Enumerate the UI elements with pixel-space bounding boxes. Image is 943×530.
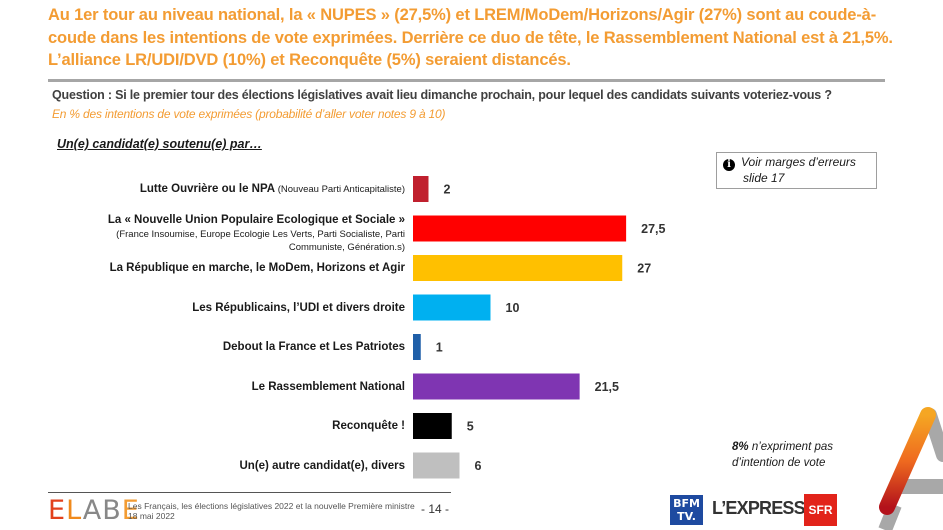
bar-5 [413, 373, 580, 400]
category-name: La « Nouvelle Union Populaire Ecologique… [107, 213, 405, 226]
bar-2 [413, 255, 623, 281]
value-label-4: 1 [436, 341, 443, 355]
survey-subtitle: En % des intentions de vote exprimées (p… [52, 107, 446, 121]
footer-study-title: Les Français, les élections législatives… [128, 501, 415, 511]
abstention-text-2: d’intention de vote [732, 457, 826, 469]
lexpress-logo: L’EXPRESS [712, 498, 806, 518]
category-label-3: Les Républicains, l’UDI et divers droite [192, 300, 405, 316]
logo-letter: A [82, 495, 103, 526]
survey-question: Question : Si le premier tour des électi… [52, 88, 832, 102]
category-label-7: Un(e) autre candidat(e), divers [239, 458, 405, 474]
margin-of-error-note: i Voir marges d’erreurs slide 17 [716, 152, 877, 189]
note-line-2: slide 17 [743, 171, 785, 185]
page-number: - 14 - [421, 502, 450, 516]
category-label-2: La République en marche, le MoDem, Horiz… [110, 260, 405, 276]
bar-7 [413, 452, 460, 479]
abstention-percent: 8% [732, 441, 749, 453]
category-name: Lutte Ouvrière ou le NPA [139, 183, 276, 195]
value-label-1: 27,5 [641, 222, 665, 236]
bfmtv-logo: BFM TV. [670, 495, 703, 525]
header-divider [48, 79, 885, 82]
logo-letter: B [102, 495, 122, 526]
value-label-5: 21,5 [595, 380, 619, 394]
category-label-5: Le Rassemblement National [252, 379, 405, 395]
footer-date: 18 mai 2022 [128, 511, 175, 521]
category-subtitle: Communiste, Génération.s) [288, 241, 405, 253]
value-label-6: 5 [467, 420, 474, 434]
headline-line-3: L’alliance LR/UDI/DVD (10%) et Reconquêt… [48, 51, 571, 69]
note-line-1: Voir marges d’erreurs [741, 155, 856, 169]
footer-caption: Les Français, les élections législatives… [128, 501, 415, 521]
bar-4 [413, 334, 421, 360]
category-subtitle: (France Insoumise, Europe Ecologie Les V… [116, 228, 405, 240]
category-name: La République en marche, le MoDem, Horiz… [109, 262, 405, 274]
category-label-1: La « Nouvelle Union Populaire Ecologique… [108, 212, 405, 254]
abstention-note: 8% n’expriment pas d’intention de vote [732, 439, 833, 471]
info-icon: i [723, 159, 735, 171]
bar-0 [413, 176, 429, 202]
category-name: Reconquête ! [332, 420, 405, 432]
bar-3 [413, 294, 491, 321]
category-name: Le Rassemblement National [251, 380, 405, 393]
value-label-7: 6 [475, 459, 482, 473]
sfr-logo: SFR [804, 494, 837, 526]
category-name: Les Républicains, l’UDI et divers droite [192, 301, 405, 314]
value-label-2: 27 [637, 262, 651, 276]
category-name: Debout la France et Les Patriotes [222, 341, 405, 353]
elabe-logo: ELABE [48, 496, 140, 526]
category-label-6: Reconquête ! [332, 418, 405, 434]
category-subtitle: (Nouveau Parti Anticapitaliste) [275, 184, 405, 195]
bfm-text: BFM [673, 497, 700, 510]
headline-line-2: coude dans les intentions de vote exprim… [48, 28, 893, 47]
category-label-0: Lutte Ouvrière ou le NPA (Nouveau Parti … [140, 181, 405, 198]
tv-text: TV. [677, 510, 696, 523]
value-label-0: 2 [444, 183, 451, 197]
value-label-3: 10 [506, 301, 520, 315]
bar-6 [413, 413, 452, 439]
headline-line-1: Au 1er tour au niveau national, la « NUP… [48, 6, 877, 24]
footer-divider [48, 492, 451, 493]
elabe-a-decoration-icon [878, 407, 943, 530]
category-name: Un(e) autre candidat(e), divers [239, 459, 405, 472]
bar-1 [413, 215, 627, 242]
logo-letter: E [48, 495, 67, 526]
category-label-4: Debout la France et Les Patriotes [223, 339, 405, 355]
headline: Au 1er tour au niveau national, la « NUP… [48, 4, 928, 72]
logo-letter: L [66, 495, 83, 526]
chart-title: Un(e) candidat(e) soutenu(e) par… [57, 137, 262, 151]
abstention-text-1: n’expriment pas [748, 441, 833, 453]
logo-letter: E [121, 495, 140, 526]
